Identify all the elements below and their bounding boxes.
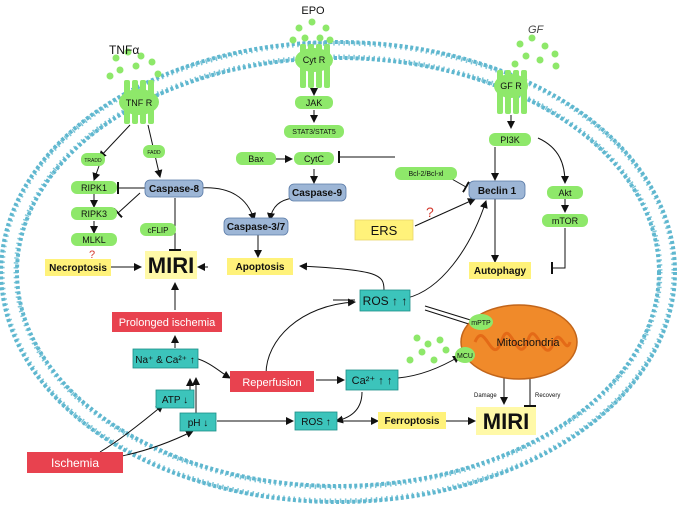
pi3k-label: PI3K bbox=[500, 135, 520, 145]
gf-receptor: GF R GF bbox=[494, 24, 560, 114]
mlkl-question-mark: ? bbox=[89, 249, 95, 261]
reperfusion-label: Reperfusion bbox=[242, 377, 301, 389]
necroptosis-label: Necroptosis bbox=[49, 263, 107, 274]
ferroptosis-label: Ferroptosis bbox=[384, 416, 439, 427]
caspase37-label: Caspase-3/7 bbox=[227, 222, 286, 233]
green-nodes: TRADD FADD RIPK1 RIPK3 MLKL ? cFLIP JAK … bbox=[71, 96, 588, 261]
cyt-receptor-label: Cyt R bbox=[303, 55, 326, 65]
cytc-label: CytC bbox=[304, 154, 325, 164]
gf-label: GF bbox=[528, 24, 545, 36]
bax-label: Bax bbox=[248, 154, 264, 164]
autophagy-label: Autophagy bbox=[474, 266, 527, 277]
ischemia-label: Ischemia bbox=[51, 456, 99, 470]
jak-label: JAK bbox=[306, 98, 323, 108]
epo-label: EPO bbox=[301, 5, 325, 17]
akt-label: Akt bbox=[558, 188, 572, 198]
miri-bottom-label: MIRI bbox=[483, 409, 529, 434]
pathway-connectors bbox=[90, 88, 569, 457]
caspase9-label: Caspase-9 bbox=[292, 188, 342, 199]
cyt-receptor: Cyt R EPO bbox=[289, 5, 334, 88]
miri-main-label: MIRI bbox=[148, 253, 194, 278]
ripk3-label: RIPK3 bbox=[81, 209, 107, 219]
mtor-label: mTOR bbox=[552, 216, 579, 226]
blue-nodes: Caspase-8 Caspase-9 Caspase-3/7 Beclin 1 bbox=[144, 179, 526, 236]
beclin-label: Beclin 1 bbox=[478, 186, 517, 197]
cflip-label: cFLIP bbox=[148, 226, 169, 235]
teal-nodes: ROS ↑ ↑ Na⁺ & Ca²⁺ ↑ Ca²⁺ ↑ ↑ ATP ↓ pH ↓… bbox=[132, 289, 411, 432]
atp-label: ATP ↓ bbox=[162, 395, 188, 406]
mitochondria-label: Mitochondria bbox=[497, 337, 561, 349]
ros-bottom-label: ROS ↑ bbox=[301, 417, 330, 428]
mptp-label: mPTP bbox=[471, 320, 491, 327]
ripk1-label: RIPK1 bbox=[81, 183, 107, 193]
na-ca-label: Na⁺ & Ca²⁺ ↑ bbox=[135, 355, 194, 366]
prolonged-ischemia-label: Prolonged ischemia bbox=[119, 317, 216, 329]
gf-receptor-label: GF R bbox=[500, 81, 522, 91]
red-nodes: Prolonged ischemia Reperfusion Ischemia bbox=[27, 312, 314, 473]
ca-label: Ca²⁺ ↑ ↑ bbox=[352, 375, 393, 387]
apoptosis-label: Apoptosis bbox=[236, 262, 285, 273]
ph-label: pH ↓ bbox=[188, 418, 209, 429]
stat-label: STAT3/STAT5 bbox=[292, 129, 336, 136]
bcl-label: Bcl-2/Bcl-xl bbox=[408, 171, 443, 178]
ros-top-label: ROS ↑ ↑ bbox=[363, 294, 408, 308]
yellow-nodes: ERS ? Necroptosis MIRI Apoptosis Autopha… bbox=[45, 204, 536, 435]
damage-label: Damage bbox=[474, 393, 497, 399]
mitochondria: Mitochondria mPTP MCU Damage Recovery bbox=[406, 304, 578, 399]
cell-membrane bbox=[0, 40, 677, 504]
tnf-alpha-label: TNFα bbox=[109, 43, 139, 57]
mcu-label: MCU bbox=[457, 353, 473, 360]
fadd-label: FADD bbox=[147, 150, 161, 156]
recovery-label: Recovery bbox=[535, 393, 560, 399]
tnf-receptor-label: TNF R bbox=[126, 98, 153, 108]
mlkl-label: MLKL bbox=[82, 235, 106, 245]
tradd-label: TRADD bbox=[84, 158, 102, 164]
ers-label: ERS bbox=[371, 223, 398, 238]
caspase8-label: Caspase-8 bbox=[149, 184, 199, 195]
ers-question-mark: ? bbox=[426, 204, 434, 220]
tnf-receptor: TNF R TNFα bbox=[106, 43, 162, 124]
